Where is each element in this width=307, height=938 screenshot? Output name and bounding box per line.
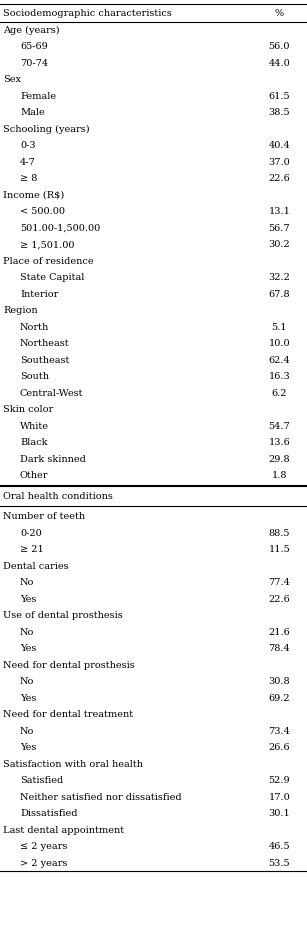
Text: 88.5: 88.5 <box>269 529 290 537</box>
Text: Use of dental prosthesis: Use of dental prosthesis <box>3 612 123 620</box>
Text: 13.1: 13.1 <box>268 207 290 217</box>
Text: 0-3: 0-3 <box>20 142 36 150</box>
Text: State Capital: State Capital <box>20 273 84 282</box>
Text: 70-74: 70-74 <box>20 59 48 68</box>
Text: North: North <box>20 323 49 332</box>
Text: Yes: Yes <box>20 694 36 703</box>
Text: Dental caries: Dental caries <box>3 562 69 570</box>
Text: > 2 years: > 2 years <box>20 859 67 868</box>
Text: 54.7: 54.7 <box>269 422 290 431</box>
Text: Age (years): Age (years) <box>3 25 60 35</box>
Text: 30.1: 30.1 <box>269 809 290 818</box>
Text: No: No <box>20 628 34 637</box>
Text: Yes: Yes <box>20 644 36 653</box>
Text: 46.5: 46.5 <box>269 842 290 852</box>
Text: Sociodemographic characteristics: Sociodemographic characteristics <box>3 8 172 18</box>
Text: No: No <box>20 578 34 587</box>
Text: 61.5: 61.5 <box>269 92 290 100</box>
Text: No: No <box>20 677 34 687</box>
Text: ≤ 2 years: ≤ 2 years <box>20 842 67 852</box>
Text: Schooling (years): Schooling (years) <box>3 125 90 134</box>
Text: 26.6: 26.6 <box>269 743 290 752</box>
Text: Black: Black <box>20 438 48 447</box>
Text: ≥ 1,501.00: ≥ 1,501.00 <box>20 240 75 250</box>
Text: White: White <box>20 422 49 431</box>
Text: 53.5: 53.5 <box>269 859 290 868</box>
Text: Northeast: Northeast <box>20 340 70 348</box>
Text: Satisfied: Satisfied <box>20 777 63 785</box>
Text: 38.5: 38.5 <box>269 108 290 117</box>
Text: 32.2: 32.2 <box>268 273 290 282</box>
Text: 65-69: 65-69 <box>20 42 48 52</box>
Text: Sex: Sex <box>3 75 21 84</box>
Text: Dissatisfied: Dissatisfied <box>20 809 77 818</box>
Text: 56.0: 56.0 <box>269 42 290 52</box>
Text: < 500.00: < 500.00 <box>20 207 65 217</box>
Text: 56.7: 56.7 <box>269 224 290 233</box>
Text: %: % <box>275 8 284 18</box>
Text: 37.0: 37.0 <box>269 158 290 167</box>
Text: 22.6: 22.6 <box>269 174 290 183</box>
Text: No: No <box>20 727 34 735</box>
Text: Income (R$): Income (R$) <box>3 190 64 200</box>
Text: ≥ 21: ≥ 21 <box>20 545 44 554</box>
Text: Interior: Interior <box>20 290 58 298</box>
Text: 13.6: 13.6 <box>269 438 290 447</box>
Text: 6.2: 6.2 <box>272 388 287 398</box>
Text: Dark skinned: Dark skinned <box>20 455 86 463</box>
Text: 11.5: 11.5 <box>269 545 290 554</box>
Text: Central-West: Central-West <box>20 388 84 398</box>
Text: Place of residence: Place of residence <box>3 257 94 265</box>
Text: Satisfaction with oral health: Satisfaction with oral health <box>3 760 143 769</box>
Text: Yes: Yes <box>20 743 36 752</box>
Text: South: South <box>20 372 49 381</box>
Text: 62.4: 62.4 <box>269 356 290 365</box>
Text: 44.0: 44.0 <box>269 59 290 68</box>
Text: 69.2: 69.2 <box>269 694 290 703</box>
Text: 5.1: 5.1 <box>272 323 287 332</box>
Text: 1.8: 1.8 <box>272 471 287 480</box>
Text: 16.3: 16.3 <box>269 372 290 381</box>
Text: 77.4: 77.4 <box>268 578 290 587</box>
Text: Region: Region <box>3 306 38 315</box>
Text: 10.0: 10.0 <box>269 340 290 348</box>
Text: 73.4: 73.4 <box>268 727 290 735</box>
Text: Skin color: Skin color <box>3 405 53 415</box>
Text: 67.8: 67.8 <box>269 290 290 298</box>
Text: Oral health conditions: Oral health conditions <box>3 492 113 501</box>
Text: Male: Male <box>20 108 45 117</box>
Text: ≥ 8: ≥ 8 <box>20 174 37 183</box>
Text: 17.0: 17.0 <box>269 793 290 802</box>
Text: 40.4: 40.4 <box>269 142 290 150</box>
Text: 78.4: 78.4 <box>269 644 290 653</box>
Text: Neither satisfied nor dissatisfied: Neither satisfied nor dissatisfied <box>20 793 181 802</box>
Text: 501.00-1,500.00: 501.00-1,500.00 <box>20 224 100 233</box>
Text: Need for dental prosthesis: Need for dental prosthesis <box>3 660 135 670</box>
Text: Number of teeth: Number of teeth <box>3 512 85 522</box>
Text: Other: Other <box>20 471 49 480</box>
Text: Southeast: Southeast <box>20 356 69 365</box>
Text: Yes: Yes <box>20 595 36 604</box>
Text: Last dental appointment: Last dental appointment <box>3 825 124 835</box>
Text: 22.6: 22.6 <box>269 595 290 604</box>
Text: 0-20: 0-20 <box>20 529 42 537</box>
Text: 30.2: 30.2 <box>269 240 290 250</box>
Text: 21.6: 21.6 <box>269 628 290 637</box>
Text: 52.9: 52.9 <box>269 777 290 785</box>
Text: Need for dental treatment: Need for dental treatment <box>3 710 133 719</box>
Text: 30.8: 30.8 <box>269 677 290 687</box>
Text: 29.8: 29.8 <box>269 455 290 463</box>
Text: Female: Female <box>20 92 56 100</box>
Text: 4-7: 4-7 <box>20 158 36 167</box>
